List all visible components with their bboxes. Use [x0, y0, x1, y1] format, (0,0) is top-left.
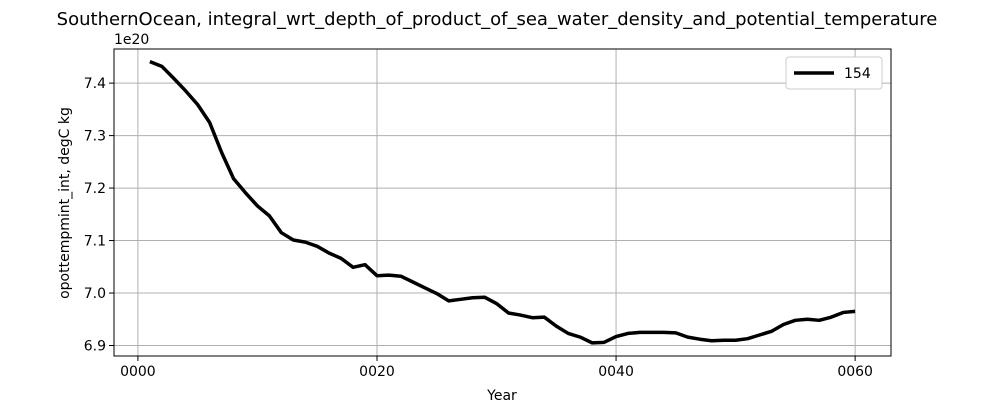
grid-lines — [114, 49, 891, 356]
x-tick-label: 0060 — [837, 364, 873, 380]
legend: 154 — [785, 56, 883, 90]
y-axis: 6.9 7.0 7.1 7.2 7.3 7.4 — [84, 76, 114, 355]
plot-area-frame — [113, 48, 892, 357]
x-tick-label: 0000 — [120, 364, 156, 380]
y-axis-label: opottempmint_int, degC kg — [57, 107, 73, 299]
legend-entry-label: 154 — [844, 66, 871, 82]
series-line-154 — [149, 59, 856, 345]
x-tick-label: 0020 — [359, 364, 395, 380]
y-tick-label: 7.3 — [84, 129, 106, 145]
y-tick-label: 7.0 — [84, 286, 106, 302]
y-tick-label: 6.9 — [84, 339, 106, 355]
y-tick-label: 7.1 — [84, 234, 106, 250]
series-group — [149, 59, 856, 345]
chart-title: SouthernOcean, integral_wrt_depth_of_pro… — [57, 9, 938, 30]
x-axis-label: Year — [486, 388, 517, 404]
y-tick-label: 7.2 — [84, 181, 106, 197]
x-axis: 0000 0020 0040 0060 — [120, 356, 873, 380]
x-tick-label: 0040 — [598, 364, 634, 380]
y-tick-label: 7.4 — [84, 76, 106, 92]
y-offset-label: 1e20 — [114, 32, 149, 48]
